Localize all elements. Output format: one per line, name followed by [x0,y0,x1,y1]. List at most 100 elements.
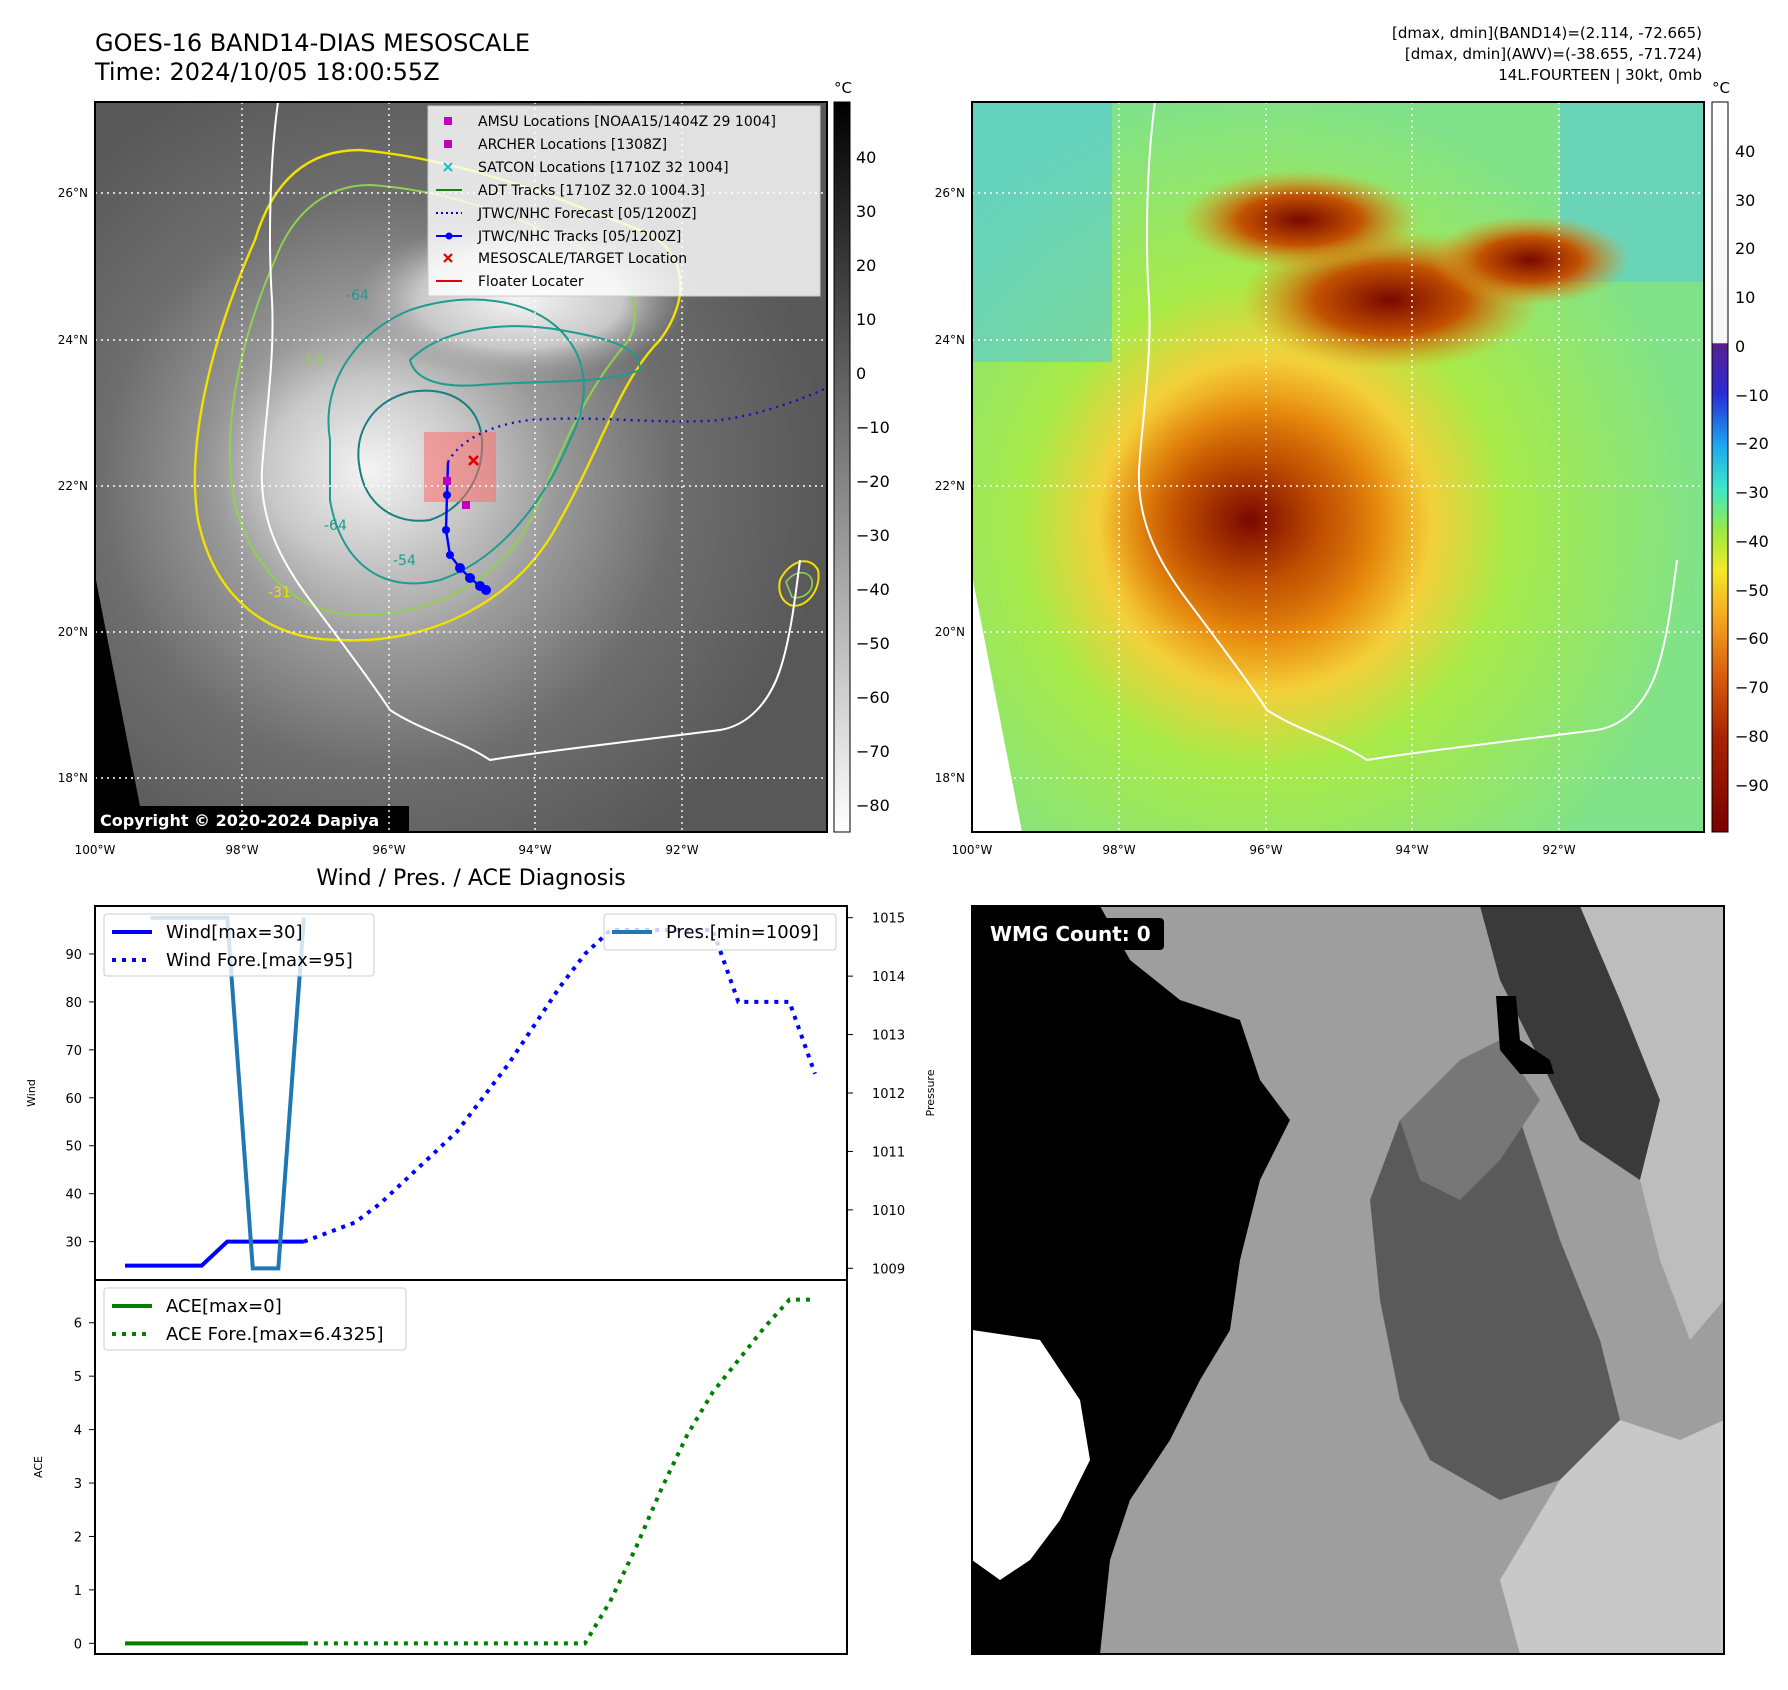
wind-yticks-label-0: 30 [65,1236,82,1251]
ace-legend: ACE[max=0] ACE Fore.[max=6.4325] [103,1287,407,1351]
ace-yticks-label-3: 3 [74,1477,82,1492]
svg-text:MESOSCALE/TARGET Location: MESOSCALE/TARGET Location [478,251,687,267]
wind-yticks-label-6: 90 [65,948,82,963]
svg-text:24°N: 24°N [58,333,88,347]
contour-label-5: -54 [393,553,416,569]
legend-adt: ADT Tracks [1710Z 32.0 1004.3] [436,183,705,199]
svg-text:−30: −30 [1735,483,1769,502]
svg-text:−70: −70 [1735,678,1769,697]
svg-text:−30: −30 [856,526,890,545]
svg-text:−70: −70 [856,742,890,761]
legend-pres: Pres.[min=1009] [666,922,819,943]
svg-text:−60: −60 [856,688,890,707]
svg-text:0: 0 [856,364,866,383]
svg-text:40: 40 [1735,142,1755,161]
svg-text:−60: −60 [1735,629,1769,648]
pres-y-ticks: 1009 1010 1011 1012 1013 1014 1015 [847,912,905,1277]
pres-yticks-label-6: 1015 [872,912,905,927]
wind-yticks-label-3: 60 [65,1092,82,1107]
ace-y-ticks: 0 1 2 3 4 5 6 [74,1317,95,1652]
svg-text:−40: −40 [1735,532,1769,551]
pres-ylabel: Pressure [924,1069,937,1116]
legend-jtwc-tracks: JTWC/NHC Tracks [05/1200Z] [436,229,681,245]
svg-text:96°W: 96°W [1249,843,1282,857]
wind-ylabel: Wind [25,1079,38,1107]
svg-text:−50: −50 [1735,581,1769,600]
lon-labels-b: 100°W 98°W 96°W 94°W 92°W [952,843,1576,857]
ace-ylabel: ACE [32,1456,45,1478]
svg-text:10: 10 [1735,288,1755,307]
legend-amsu: AMSU Locations [NOAA15/1404Z 29 1004] [444,114,776,130]
legend-target: MESOSCALE/TARGET Location [443,251,687,267]
amsu-marker [443,477,451,485]
wmg-mid-band [1400,1040,1540,1200]
cold-north-3 [1180,170,1420,270]
svg-text:30: 30 [1735,191,1755,210]
legend-wind-fore: Wind Fore.[max=95] [166,950,353,971]
ace-yticks-label-1: 1 [74,1584,82,1599]
legend-satcon: SATCON Locations [1710Z 32 1004] [443,160,729,176]
contour-teal-north [408,325,642,387]
floater-box [424,432,496,502]
svg-text:20°N: 20°N [935,625,965,639]
pres-yticks-label-5: 1014 [872,970,905,985]
svg-text:AMSU Locations [NOAA15/1404Z 2: AMSU Locations [NOAA15/1404Z 29 1004] [478,114,776,130]
diagnosis-title: Wind / Pres. / ACE Diagnosis [316,866,625,891]
svg-text:−40: −40 [856,580,890,599]
svg-text:18°N: 18°N [58,771,88,785]
archer-marker [462,501,470,509]
svg-text:100°W: 100°W [952,843,993,857]
ace-yticks-label-0: 0 [74,1637,82,1652]
wmg-white-region [972,1330,1090,1580]
svg-text:Floater Locater: Floater Locater [478,274,584,290]
wind-y-ticks: 30 40 50 60 70 80 90 [65,948,95,1251]
svg-text:JTWC/NHC Forecast [05/1200Z]: JTWC/NHC Forecast [05/1200Z] [477,206,697,222]
svg-text:20°N: 20°N [58,625,88,639]
pres-yticks-label-1: 1010 [872,1204,905,1219]
svg-text:30: 30 [856,202,876,221]
ace-yticks-label-5: 5 [74,1370,82,1385]
svg-text:−80: −80 [1735,727,1769,746]
wmg-right-dark [1480,906,1660,1180]
coastline [260,102,801,762]
cold-core [1100,390,1400,650]
wind-observed-line [125,1239,304,1268]
wind-yticks-label-5: 80 [65,996,82,1011]
grid-b [972,102,1704,832]
svg-text:20: 20 [1735,239,1755,258]
svg-text:40: 40 [856,148,876,167]
legend-ace-fore: ACE Fore.[max=6.4325] [166,1324,384,1345]
wmg-count: WMG Count: 0 [990,922,1151,946]
figure-time: Time: 2024/10/05 18:00:55Z [94,58,440,86]
pres-yticks-label-0: 1009 [872,1262,905,1277]
wind-yticks-label-4: 70 [65,1044,82,1059]
ace-yticks-label-6: 6 [74,1317,82,1332]
wmg-right-light [1580,906,1724,1340]
svg-text:−10: −10 [856,418,890,437]
cold-north-2 [1430,215,1630,305]
svg-text:100°W: 100°W [75,843,116,857]
svg-text:−20: −20 [856,472,890,491]
svg-text:20: 20 [856,256,876,275]
svg-text:−20: −20 [1735,434,1769,453]
colorbar-color: °C 40 30 20 10 0 −10 −20 −30 −40 −50 −60… [1711,79,1769,833]
svg-text:−10: −10 [1735,386,1769,405]
wmg-label-bg [980,918,1164,950]
stat-awv: [dmax, dmin](AWV)=(-38.655, -71.724) [1405,45,1702,63]
svg-text:92°W: 92°W [1542,843,1575,857]
svg-text:SATCON Locations [1710Z 32 100: SATCON Locations [1710Z 32 1004] [478,160,729,176]
svg-text:98°W: 98°W [225,843,258,857]
contour-label-4: -64 [324,518,347,534]
no-data-wedge-b [972,102,1022,832]
ir-gray-panel: -64 -54 -31 -64 -54 Copyright © 2020-202… [58,101,828,857]
copyright-bg [95,806,409,832]
svg-text:0: 0 [1735,337,1745,356]
svg-text:96°W: 96°W [372,843,405,857]
contour-label-2: -54 [300,353,323,369]
map-b-frame [971,101,1705,833]
coastline-b [1137,102,1678,762]
stat-band14: [dmax, dmin](BAND14)=(2.114, -72.665) [1392,24,1702,42]
svg-text:−90: −90 [1735,776,1769,795]
